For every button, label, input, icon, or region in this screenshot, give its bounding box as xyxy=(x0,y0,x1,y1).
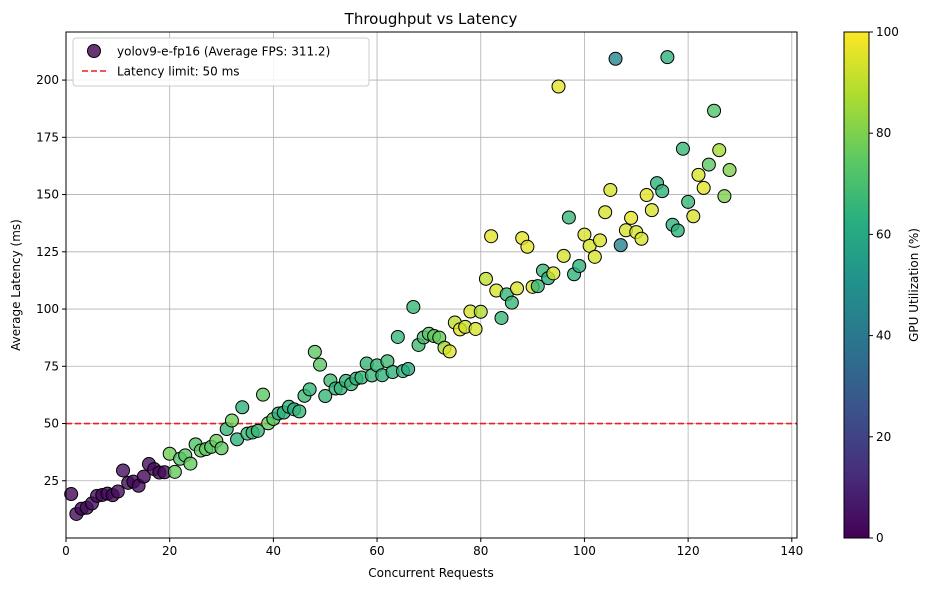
y-axis-label: Average Latency (ms) xyxy=(9,219,23,351)
colorbar: 0 20 40 60 80 100 GPU Utilization (%) xyxy=(843,25,921,545)
data-point xyxy=(655,184,670,199)
data-point xyxy=(530,279,545,294)
colorbar-tick-label: 80 xyxy=(876,126,891,140)
data-point xyxy=(707,103,722,118)
data-point xyxy=(572,258,587,273)
legend-label-limit: Latency limit: 50 ms xyxy=(117,65,240,79)
y-tick-label: 25 xyxy=(44,474,59,488)
legend: yolov9-e-fp16 (Average FPS: 311.2) Laten… xyxy=(72,37,370,87)
y-tick-label: 125 xyxy=(36,245,59,259)
colorbar-tick-label: 20 xyxy=(876,430,891,444)
data-point xyxy=(318,389,333,404)
data-point xyxy=(624,210,639,225)
data-point xyxy=(224,413,239,428)
data-point xyxy=(307,344,322,359)
y-tick-label: 175 xyxy=(36,130,59,144)
data-point xyxy=(691,167,706,182)
data-point xyxy=(675,141,690,156)
data-point xyxy=(183,456,198,471)
colorbar-gradient xyxy=(843,31,870,539)
data-point xyxy=(546,266,561,281)
data-point xyxy=(214,441,229,456)
data-point xyxy=(722,163,737,178)
data-point xyxy=(520,239,535,254)
colorbar-tick-label: 100 xyxy=(876,25,899,39)
data-point xyxy=(556,248,571,263)
y-axis-ticks: 25 50 75 100 125 150 175 200 xyxy=(36,73,66,488)
data-point xyxy=(484,229,499,244)
data-point xyxy=(603,182,618,197)
y-tick-label: 75 xyxy=(44,359,59,373)
colorbar-tick-label: 0 xyxy=(876,531,884,545)
x-tick-label: 0 xyxy=(62,544,70,558)
data-point xyxy=(302,382,317,397)
data-point xyxy=(701,157,716,172)
data-point xyxy=(696,180,711,195)
data-point xyxy=(292,404,307,419)
x-tick-label: 100 xyxy=(573,544,596,558)
data-point xyxy=(401,362,416,377)
x-tick-label: 80 xyxy=(473,544,488,558)
legend-label-series: yolov9-e-fp16 (Average FPS: 311.2) xyxy=(117,45,330,59)
data-point xyxy=(504,295,519,310)
data-point xyxy=(598,205,613,220)
data-point xyxy=(256,387,271,402)
data-point xyxy=(494,310,509,325)
x-tick-label: 140 xyxy=(780,544,803,558)
data-point xyxy=(577,227,592,242)
data-point xyxy=(406,299,421,314)
data-point xyxy=(644,203,659,218)
x-tick-label: 20 xyxy=(162,544,177,558)
grid-lines xyxy=(65,32,797,538)
data-point xyxy=(442,344,457,359)
data-point xyxy=(551,79,566,94)
data-point xyxy=(313,357,328,372)
x-tick-label: 40 xyxy=(266,544,281,558)
colorbar-tick-label: 40 xyxy=(876,329,891,343)
data-point xyxy=(468,321,483,336)
y-tick-label: 150 xyxy=(36,188,59,202)
x-tick-label: 60 xyxy=(369,544,384,558)
data-point xyxy=(712,143,727,158)
data-point xyxy=(116,463,131,478)
x-axis-ticks: 0 20 40 60 80 100 120 140 xyxy=(62,538,803,558)
data-point xyxy=(639,188,654,203)
x-axis-label: Concurrent Requests xyxy=(368,566,493,580)
data-point xyxy=(235,400,250,415)
data-point xyxy=(670,223,685,238)
data-point xyxy=(608,51,623,66)
data-point xyxy=(587,249,602,264)
data-point xyxy=(64,487,79,502)
data-point xyxy=(561,210,576,225)
data-point xyxy=(473,304,488,319)
colorbar-ticks: 0 20 40 60 80 100 xyxy=(869,25,899,545)
data-point xyxy=(136,469,151,484)
data-point xyxy=(167,464,182,479)
y-tick-label: 200 xyxy=(36,73,59,87)
data-point xyxy=(681,194,696,209)
colorbar-label: GPU Utilization (%) xyxy=(907,228,921,342)
legend-marker-series xyxy=(87,44,101,58)
data-point xyxy=(634,231,649,246)
data-point xyxy=(510,281,525,296)
y-tick-label: 100 xyxy=(36,302,59,316)
data-point xyxy=(250,423,265,438)
plot-frame xyxy=(65,31,798,539)
data-point xyxy=(660,50,675,65)
legend-box xyxy=(72,37,370,87)
data-point xyxy=(717,189,732,204)
data-point xyxy=(478,271,493,286)
data-point xyxy=(686,209,701,224)
data-point xyxy=(110,484,125,499)
chart-title: Throughput vs Latency xyxy=(344,10,518,28)
data-point xyxy=(592,233,607,248)
x-tick-label: 120 xyxy=(677,544,700,558)
y-tick-label: 50 xyxy=(44,417,59,431)
colorbar-tick-label: 60 xyxy=(876,227,891,241)
data-point xyxy=(390,329,405,344)
data-point xyxy=(613,238,628,253)
scatter-points xyxy=(64,50,737,521)
